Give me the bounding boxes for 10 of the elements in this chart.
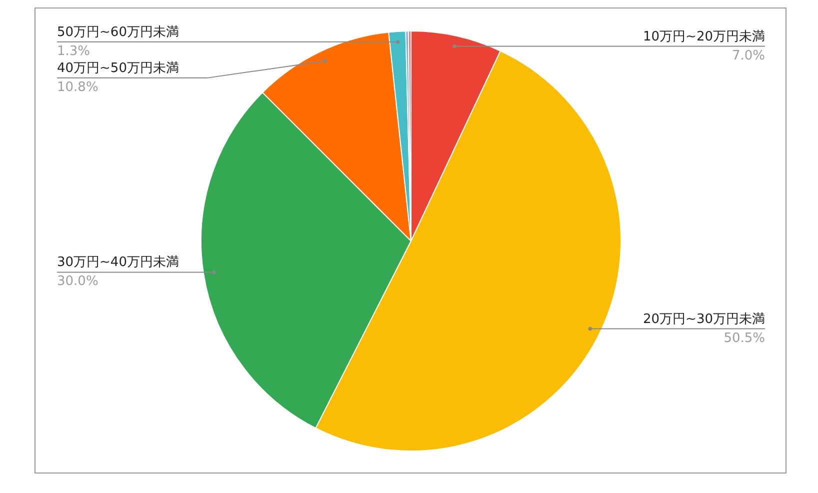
slice-label: 20万円~30万円未満 [643, 312, 765, 327]
data-label: 50.5% [724, 330, 765, 346]
slice-label: 30万円~40万円未満 [57, 255, 179, 270]
data-label: 7.0% [732, 48, 765, 64]
slice-label: 40万円~50万円未満 [57, 60, 179, 76]
slice-label: 10万円~20万円未満 [643, 29, 765, 44]
data-label: 10.8% [57, 80, 98, 95]
data-label: 1.3% [57, 44, 90, 59]
data-label: 30.0% [57, 274, 98, 290]
slice-label: 50万円~60万円未満 [57, 24, 179, 40]
